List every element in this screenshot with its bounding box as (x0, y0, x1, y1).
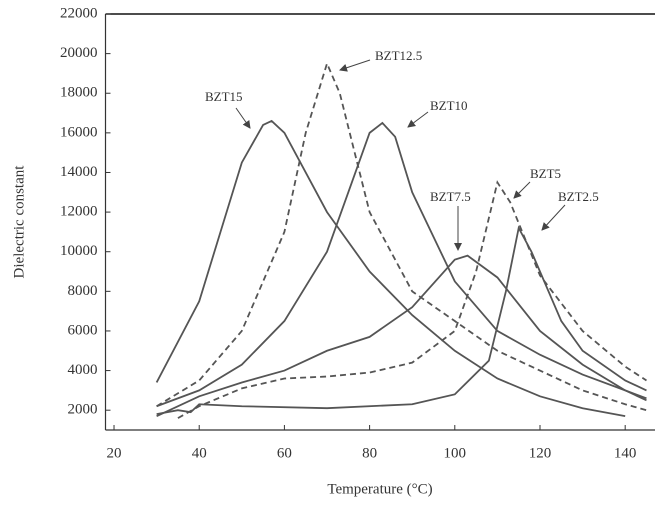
series-label: BZT12.5 (375, 48, 422, 63)
series-label: BZT15 (205, 89, 243, 104)
x-tick-label: 100 (444, 445, 467, 461)
y-tick-label: 12000 (60, 204, 98, 220)
series-label: BZT2.5 (558, 189, 599, 204)
label-arrow (407, 111, 429, 128)
y-tick-label: 6000 (68, 322, 98, 338)
y-tick-label: 8000 (68, 283, 98, 299)
data-line (177, 180, 647, 419)
x-tick-label: 80 (362, 445, 377, 461)
data-line (156, 60, 647, 412)
label-arrow (339, 59, 371, 72)
data-line (156, 254, 647, 417)
y-tick-label: 22000 (60, 5, 98, 21)
label-arrow (541, 204, 566, 231)
series-label: BZT5 (530, 166, 561, 181)
y-tick-label: 18000 (60, 85, 98, 101)
label-arrow (513, 181, 531, 199)
x-tick-label: 40 (192, 445, 207, 461)
data-line (156, 225, 647, 416)
y-tick-label: 4000 (68, 362, 98, 378)
series-label: BZT7.5 (430, 189, 471, 204)
x-tick-label: 140 (614, 445, 637, 461)
label-arrow (235, 107, 251, 129)
y-tick-label: 14000 (60, 164, 98, 180)
x-tick-label: 20 (107, 445, 122, 461)
x-tick-label: 120 (529, 445, 552, 461)
y-axis-title: Dielectric constant (11, 165, 27, 279)
y-tick-label: 16000 (60, 124, 98, 140)
data-line (155, 119, 626, 418)
series-label: BZT10 (430, 98, 468, 113)
y-tick-label: 20000 (60, 45, 98, 61)
y-tick-label: 2000 (68, 402, 98, 418)
data-line (156, 121, 647, 408)
x-axis-title: Temperature (°C) (327, 481, 432, 497)
x-tick-label: 60 (277, 445, 292, 461)
y-tick-label: 10000 (60, 243, 98, 259)
